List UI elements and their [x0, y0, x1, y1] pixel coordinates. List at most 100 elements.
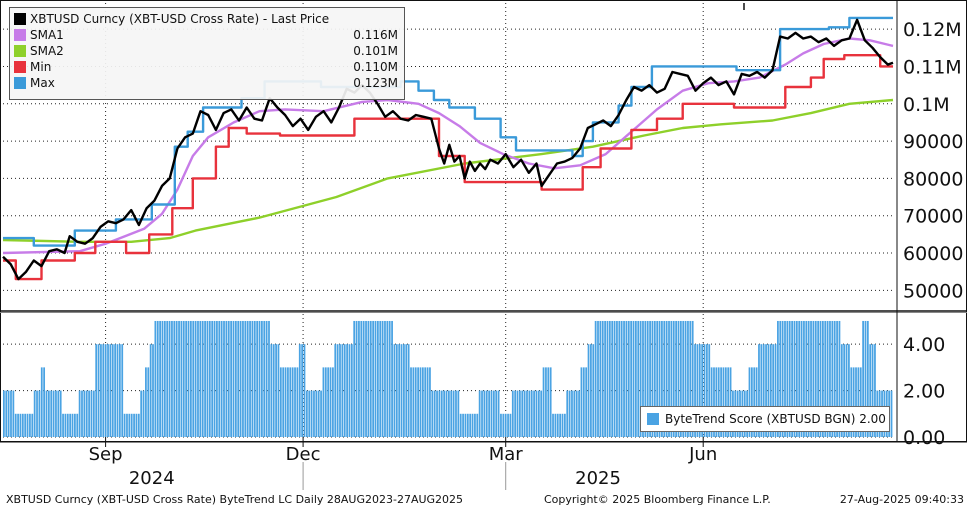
score-bar: [208, 320, 211, 437]
score-bar: [216, 320, 218, 437]
score-bar: [490, 390, 493, 437]
score-bar: [239, 320, 242, 437]
score-bar: [795, 320, 798, 437]
score-bar: [50, 390, 53, 437]
score-bar: [111, 344, 114, 437]
score-bar: [604, 320, 606, 437]
score-bar: [547, 367, 550, 437]
score-bar: [85, 390, 88, 437]
score-bar: [407, 344, 410, 437]
score-bar: [724, 367, 727, 437]
score-bar: [549, 367, 552, 437]
upper-legend: XBTUSD Curncy (XBT-USD Cross Rate) - Las…: [9, 7, 405, 100]
score-bar: [871, 344, 874, 437]
score-bar: [431, 390, 434, 437]
score-bar: [393, 344, 396, 437]
score-bar: [253, 320, 256, 437]
lower-legend: ByteTrend Score (XBTUSD BGN) 2.00: [640, 406, 890, 432]
score-bar: [620, 320, 623, 437]
legend-value: 0.123M: [353, 76, 398, 90]
score-bar: [199, 320, 202, 437]
score-bar: [481, 390, 483, 437]
score-bar: [327, 367, 330, 437]
score-bar: [810, 320, 812, 437]
score-bar: [145, 367, 147, 437]
lower-legend-swatch: [647, 413, 659, 425]
score-bar: [353, 320, 356, 437]
score-bar: [400, 344, 403, 437]
score-bar: [360, 320, 363, 437]
score-bar: [230, 320, 232, 437]
score-bar: [869, 344, 872, 437]
score-bar: [19, 413, 22, 437]
score-bar: [807, 320, 810, 437]
score-bar: [452, 390, 455, 437]
score-bar: [656, 320, 659, 437]
score-bar: [388, 320, 391, 437]
score-bar: [350, 344, 353, 437]
score-bar: [616, 320, 618, 437]
score-bar: [530, 390, 533, 437]
score-bar: [852, 367, 855, 437]
score-bar: [649, 320, 651, 437]
score-bar: [800, 320, 803, 437]
score-bar: [495, 390, 498, 437]
score-bar: [848, 344, 850, 437]
score-bar: [762, 344, 765, 437]
score-bar: [632, 320, 635, 437]
score-bar: [135, 413, 138, 437]
score-bar: [355, 320, 358, 437]
score-bar: [840, 344, 843, 437]
score-bar: [232, 320, 235, 437]
score-bar: [362, 320, 365, 437]
score-bar: [123, 413, 126, 437]
score-bar: [5, 390, 8, 437]
score-bar: [713, 367, 715, 437]
score-bar: [142, 390, 145, 437]
score-bar: [459, 413, 462, 437]
score-bar: [573, 390, 576, 437]
score-bar: [329, 367, 332, 437]
score-bar: [358, 320, 360, 437]
score-bar: [748, 367, 751, 437]
score-bar: [24, 413, 27, 437]
score-bar: [781, 320, 784, 437]
score-bar: [682, 320, 685, 437]
score-bar: [182, 320, 185, 437]
legend-swatch: [14, 29, 26, 41]
score-bar: [866, 320, 869, 437]
score-bar: [12, 390, 15, 437]
score-bar: [166, 320, 169, 437]
score-bar: [455, 390, 457, 437]
score-bar: [126, 413, 128, 437]
score-bar: [237, 320, 240, 437]
score-bar: [171, 320, 173, 437]
score-bar: [474, 413, 476, 437]
score-bar: [689, 320, 692, 437]
score-bar: [433, 390, 436, 437]
x-year-label: 2025: [575, 468, 621, 489]
upper-y-tick-label: 0.12M: [903, 19, 962, 41]
score-bar: [313, 390, 315, 437]
series-line-max: [3, 16, 893, 247]
lower-y-tick-label: 4.00: [903, 334, 945, 356]
score-bar: [845, 344, 848, 437]
score-bar: [272, 344, 275, 437]
score-bar: [192, 320, 195, 437]
score-bar: [163, 320, 166, 437]
legend-row: SMA1 0.116M: [14, 28, 398, 43]
legend-row: Max 0.123M: [14, 76, 398, 91]
score-bar: [760, 344, 763, 437]
score-bar: [154, 320, 157, 437]
score-bar: [502, 413, 505, 437]
score-bar: [857, 367, 860, 437]
score-bar: [798, 320, 801, 437]
score-bar: [630, 320, 633, 437]
legend-label: SMA2: [30, 44, 64, 58]
score-bar: [97, 344, 100, 437]
score-bar: [805, 320, 808, 437]
legend-label: SMA1: [30, 28, 64, 42]
score-bar: [817, 320, 820, 437]
score-bar: [755, 367, 758, 437]
score-bar: [653, 320, 656, 437]
